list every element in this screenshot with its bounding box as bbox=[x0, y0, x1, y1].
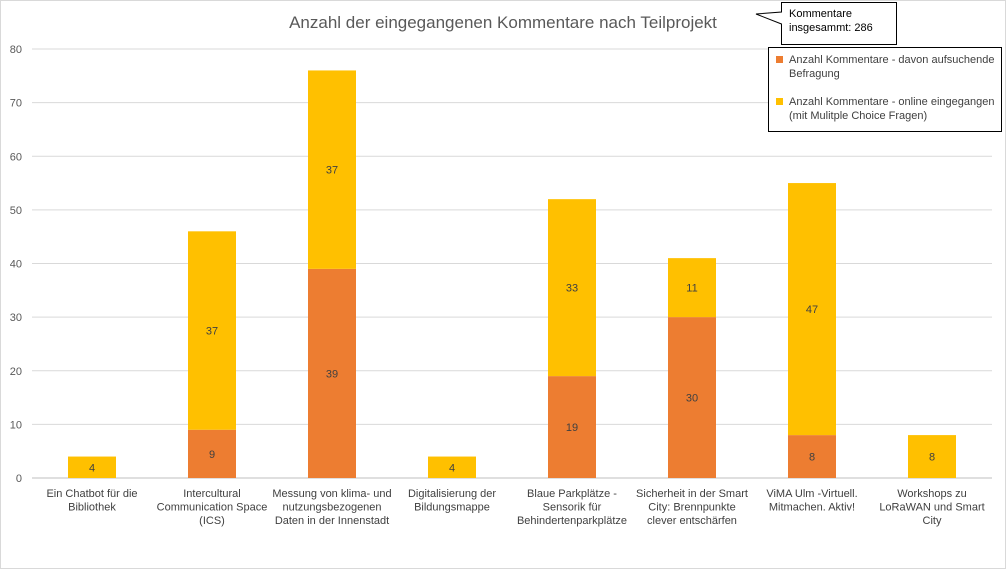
bar-segment-series-1 bbox=[548, 376, 596, 478]
chart-title: Anzahl der eingegangenen Kommentare nach… bbox=[289, 13, 717, 32]
category-label-line: ViMA Ulm -Virtuell. bbox=[766, 488, 857, 500]
bar-segment-series-1 bbox=[788, 435, 836, 478]
bar-segment-series-2 bbox=[428, 456, 476, 478]
category-label-line: Intercultural bbox=[183, 488, 240, 500]
category-label-line: City: Brennpunkte bbox=[648, 502, 735, 514]
category-label: Digitalisierung der Bildungsmappe bbox=[408, 488, 496, 514]
category-label-line: Workshops zu bbox=[897, 488, 967, 500]
legend-entry: Anzahl Kommentare - davon aufsuchende Bef… bbox=[789, 54, 994, 80]
category-label-line: Blaue Parkplätze - bbox=[527, 488, 617, 500]
legend-entry-line: Anzahl Kommentare - davon aufsuchende bbox=[789, 54, 994, 66]
category-label: Sicherheit in der Smart City: Brennpunkte… bbox=[636, 488, 748, 527]
category-label-line: nutzungsbezogenen bbox=[282, 502, 381, 514]
callout-text: Kommentare insgesammt: 286 bbox=[789, 8, 873, 34]
category-label: Workshops zu LoRaWAN und Smart City bbox=[879, 488, 984, 527]
legend-entry: Anzahl Kommentare - online eingegangen (m… bbox=[789, 96, 994, 122]
category-label-line: (ICS) bbox=[199, 515, 225, 527]
data-label: 4 bbox=[449, 462, 455, 474]
callout-shape bbox=[755, 2, 897, 45]
bar-segment-series-2 bbox=[68, 456, 116, 478]
legend-box bbox=[768, 47, 1002, 132]
category-label-line: Bildungsmappe bbox=[414, 502, 490, 514]
data-label: 37 bbox=[206, 326, 218, 338]
bar-segment-series-2 bbox=[788, 183, 836, 436]
data-label: 8 bbox=[929, 452, 935, 464]
y-tick-label: 20 bbox=[10, 366, 22, 378]
data-label: 37 bbox=[326, 165, 338, 177]
bars bbox=[68, 70, 956, 478]
y-tick-label: 70 bbox=[10, 98, 22, 110]
callout-text-line: Kommentare bbox=[789, 8, 852, 20]
axes: 0 10 20 30 40 50 60 70 80 Ein Chatbot für die Bibl… bbox=[10, 44, 985, 527]
y-tick-label: 40 bbox=[10, 259, 22, 271]
category-label-line: Digitalisierung der bbox=[408, 488, 496, 500]
category-label-line: Communication Space bbox=[157, 502, 268, 514]
bar-segment-series-2 bbox=[908, 435, 956, 478]
category-label-line: Sensorik für bbox=[543, 502, 602, 514]
category-label-line: LoRaWAN und Smart bbox=[879, 502, 984, 514]
data-label: 8 bbox=[809, 452, 815, 464]
legend-swatch-series-2 bbox=[776, 98, 783, 105]
bar-segment-series-1 bbox=[308, 268, 356, 478]
category-label: Ein Chatbot für die Bibliothek bbox=[46, 488, 137, 514]
category-label: Intercultural Communication Space (ICS) bbox=[157, 488, 268, 527]
data-label: 19 bbox=[566, 422, 578, 434]
y-tick-label: 80 bbox=[10, 44, 22, 56]
legend-entry-line: Befragung bbox=[789, 68, 840, 80]
legend: Anzahl Kommentare - davon aufsuchende Bef… bbox=[768, 47, 1002, 132]
data-label: 4 bbox=[89, 462, 95, 474]
y-tick-label: 50 bbox=[10, 205, 22, 217]
data-label: 9 bbox=[209, 449, 215, 461]
bar-segment-series-2 bbox=[308, 70, 356, 269]
category-label-line: Behindertenparkplätze bbox=[517, 515, 627, 527]
bar-segment-series-2 bbox=[548, 199, 596, 377]
category-label: Blaue Parkplätze - Sensorik für Behinderte… bbox=[517, 488, 627, 527]
category-label-line: Daten in der Innenstadt bbox=[275, 515, 389, 527]
y-tick-label: 10 bbox=[10, 419, 22, 431]
y-tick-label: 60 bbox=[10, 151, 22, 163]
bar-segment-series-2 bbox=[668, 258, 716, 318]
category-label-line: Mitmachen. Aktiv! bbox=[769, 502, 855, 514]
category-label-line: clever entschärfen bbox=[647, 515, 737, 527]
bar-segment-series-1 bbox=[668, 317, 716, 478]
y-tick-label: 0 bbox=[16, 473, 22, 485]
category-label: ViMA Ulm -Virtuell. Mitmachen. Aktiv! bbox=[766, 488, 857, 514]
category-label-line: Sicherheit in der Smart bbox=[636, 488, 748, 500]
legend-entry-line: Anzahl Kommentare - online eingegangen bbox=[789, 96, 994, 108]
data-label: 47 bbox=[806, 304, 818, 316]
category-label-line: Ein Chatbot für die bbox=[46, 488, 137, 500]
data-label: 39 bbox=[326, 368, 338, 380]
callout-text-line: insgesammt: 286 bbox=[789, 22, 873, 34]
category-label-line: Bibliothek bbox=[68, 502, 116, 514]
bar-segment-series-1 bbox=[188, 429, 236, 478]
bar-segment-series-2 bbox=[188, 231, 236, 430]
data-label: 11 bbox=[686, 283, 697, 295]
data-label: 30 bbox=[686, 393, 698, 405]
category-label-line: Messung von klima- und bbox=[272, 488, 391, 500]
data-label: 33 bbox=[566, 283, 578, 295]
category-label: Messung von klima- und nutzungsbezogenen D… bbox=[272, 488, 391, 527]
y-tick-label: 30 bbox=[10, 312, 22, 324]
total-callout: Kommentare insgesammt: 286 bbox=[755, 2, 897, 45]
data-labels: 4 9 37 39 37 4 19 33 30 11 8 47 8 bbox=[89, 165, 935, 475]
category-label-line: City bbox=[923, 515, 942, 527]
legend-swatch-series-1 bbox=[776, 56, 783, 63]
legend-entry-line: (mit Mulitple Choice Fragen) bbox=[789, 110, 927, 122]
